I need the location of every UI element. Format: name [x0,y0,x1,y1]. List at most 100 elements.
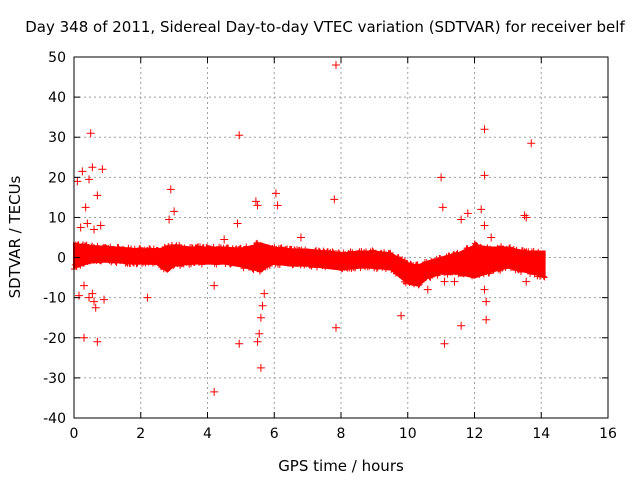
band-edge-point [438,256,445,263]
band-edge-point [389,265,396,272]
band-edge-point [403,259,410,266]
band-edge-point [113,260,120,267]
data-point [457,215,466,224]
x-tick-label: 2 [136,426,145,442]
band-edge-point [373,266,380,273]
band-edge-point [333,263,340,270]
data-point [438,203,447,212]
band-edge-point [377,250,384,257]
band-edge-point [173,242,180,249]
band-edge-point [372,249,379,256]
band-edge-point [197,258,204,265]
band-edge-point [498,243,505,250]
band-edge-point [539,251,546,258]
band-edge-point [392,270,399,277]
data-point [235,339,244,348]
data-point [170,207,179,216]
x-tick-label: 8 [337,426,346,442]
band-edge-point [387,249,394,256]
data-point [487,233,496,242]
data-point [75,291,84,300]
band-edge-point [94,242,101,249]
band-edge-point [145,259,152,266]
data-point [457,321,466,330]
data-point [235,131,244,140]
data-point [482,297,491,306]
y-tick-label: -30 [43,371,66,387]
data-point [251,197,260,206]
band-edge-point [163,248,170,255]
data-point [91,303,100,312]
data-point [81,203,90,212]
band-edge-point [152,259,159,266]
band-edge-point [302,246,309,253]
data-point [76,223,85,232]
data-point [80,281,89,290]
data-point [85,293,94,302]
band-edge-point [264,263,271,270]
band-edge-point [177,245,184,252]
band-edge-point [541,274,548,281]
band-edge-point [156,248,163,255]
x-axis-label: GPS time / hours [278,457,404,475]
x-tick-label: 14 [532,426,550,442]
band-edge-point [182,246,189,253]
band-edge-point [112,258,119,265]
axis-ticks [73,56,609,419]
y-tick-label: 30 [48,130,66,146]
band-edge-point [85,244,92,251]
band-edge-point [524,250,531,257]
band-edge-point [165,243,172,250]
band-edge-point [266,262,273,269]
band-edge-point [283,246,290,253]
data-point [482,315,491,324]
x-tick-label: 4 [203,426,212,442]
band-edge-point [123,259,130,266]
band-edge-point [535,248,542,255]
data-point [88,289,97,298]
data-band [71,239,548,289]
band-edge-point [386,250,393,257]
band-edge-point [289,262,296,269]
data-point [440,339,449,348]
band-edge-point [486,270,493,277]
band-edge-point [98,258,105,265]
band-edge-point [396,272,403,279]
band-edge-point [411,264,418,271]
band-edge-point [469,246,476,253]
x-tick-label: 0 [70,426,79,442]
data-point [220,235,229,244]
y-tick-label: 0 [57,251,66,267]
band-edge-point [537,270,544,277]
band-edge-point [369,247,376,254]
band-edge-point [380,251,387,258]
band-edge-point [176,241,183,248]
band-edge-point [379,264,386,271]
band-edge-point [243,243,250,250]
data-point [73,177,82,186]
band-edge-point [227,261,234,268]
band-edge-point [414,261,421,268]
band-edge-point [494,244,501,251]
band-edge-point [349,249,356,256]
band-edge-point [118,257,125,264]
band-edge-point [248,262,255,269]
band-edge-point [161,243,168,250]
band-edge-point [273,246,280,253]
data-point [440,277,449,286]
scatter-points [73,61,536,396]
band-edge-point [125,244,132,251]
band-edge-point [249,266,256,273]
band-edge-point [446,252,453,259]
data-point [520,211,529,220]
band-edge-point [218,258,225,265]
data-point [165,215,174,224]
band-edge-point [185,258,192,265]
band-edge-point [473,242,480,249]
data-point [331,61,340,70]
band-edge-point [370,248,377,255]
data-point [273,201,282,210]
x-tick-label: 12 [466,426,484,442]
band-edge-point [518,268,525,275]
band-edge-point [212,246,219,253]
